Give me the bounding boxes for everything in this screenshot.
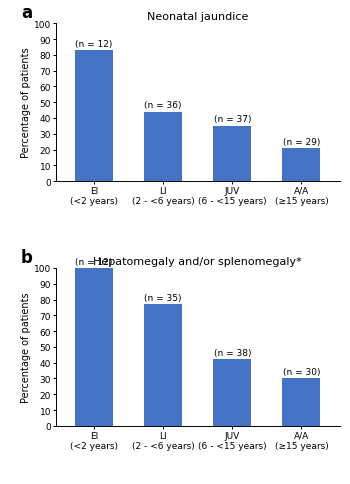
Bar: [282, 378, 321, 426]
Text: (n = 12): (n = 12): [75, 40, 113, 48]
Text: (n = 12): (n = 12): [75, 257, 113, 266]
Text: (n = 37): (n = 37): [214, 115, 251, 124]
Title: Neonatal jaundice: Neonatal jaundice: [147, 12, 248, 22]
Y-axis label: Percentage of patients: Percentage of patients: [21, 48, 31, 158]
Bar: [213, 360, 251, 426]
Bar: [144, 112, 182, 182]
Bar: [75, 269, 113, 426]
Bar: [213, 127, 251, 182]
Bar: [144, 304, 182, 426]
Text: a: a: [21, 4, 32, 22]
Y-axis label: Percentage of patients: Percentage of patients: [21, 292, 31, 402]
Text: b: b: [21, 248, 33, 266]
Text: (n = 30): (n = 30): [283, 367, 320, 376]
Text: (n = 35): (n = 35): [145, 293, 182, 302]
Text: (n = 38): (n = 38): [214, 348, 251, 357]
Bar: [282, 149, 321, 182]
Bar: [75, 51, 113, 182]
Title: Hepatomegaly and/or splenomegaly*: Hepatomegaly and/or splenomegaly*: [93, 256, 302, 266]
Text: (n = 29): (n = 29): [283, 137, 320, 146]
Text: (n = 36): (n = 36): [145, 101, 182, 110]
